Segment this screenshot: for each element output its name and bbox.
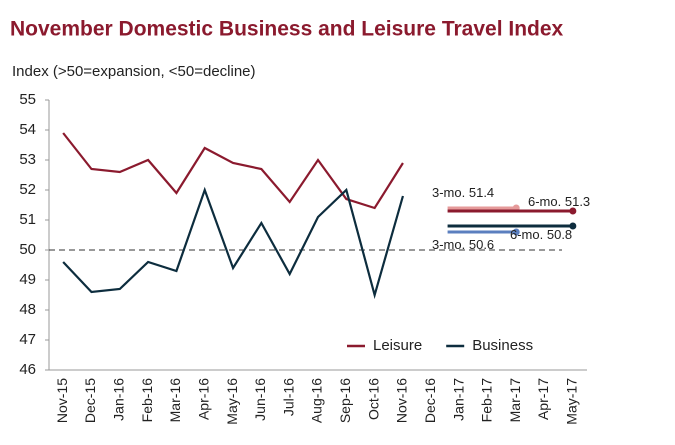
forecast-label: 6-mo. 51.3 xyxy=(528,194,590,209)
y-axis-label: Index (>50=expansion, <50=decline) xyxy=(12,63,256,80)
forecast-label: 3-mo. 50.6 xyxy=(432,237,494,252)
y-tick-label: 50 xyxy=(19,241,36,258)
y-tick-label: 48 xyxy=(19,301,36,318)
y-tick-label: 54 xyxy=(19,121,36,138)
forecast-dot xyxy=(569,222,577,230)
x-tick-label: Jun-16 xyxy=(252,378,268,421)
x-tick-label: Sep-16 xyxy=(337,378,353,423)
y-tick-label: 47 xyxy=(19,331,36,348)
x-tick-label: May-17 xyxy=(564,378,580,425)
x-tick-label: Feb-16 xyxy=(139,378,155,423)
forecast-label: 6-mo. 50.8 xyxy=(510,227,572,242)
series-line xyxy=(62,186,405,300)
forecast-label-value: 50.6 xyxy=(469,237,494,252)
forecast-label-name: 3-mo. xyxy=(432,185,465,200)
x-tick-label: Apr-17 xyxy=(535,378,551,420)
x-tick-label: Dec-16 xyxy=(422,378,438,423)
y-tick-label: 46 xyxy=(19,361,36,378)
x-tick-label: Aug-16 xyxy=(309,378,325,423)
forecast-label-value: 51.4 xyxy=(469,185,494,200)
legend-label: Business xyxy=(472,337,533,354)
x-tick-label: Jul-16 xyxy=(280,378,296,416)
chart-title: November Domestic Business and Leisure T… xyxy=(10,18,564,41)
x-tick-label: Dec-15 xyxy=(82,378,98,423)
forecast-label-value: 51.3 xyxy=(565,194,590,209)
x-tick-label: Jan-16 xyxy=(110,378,126,421)
y-tick-label: 51 xyxy=(19,211,36,228)
x-tick-label: May-16 xyxy=(224,378,240,425)
forecast-label: 3-mo. 51.4 xyxy=(432,185,494,200)
x-tick-label: Feb-17 xyxy=(479,378,495,423)
y-tick-label: 49 xyxy=(19,271,36,288)
x-tick-label: Nov-16 xyxy=(394,378,410,423)
y-tick-label: 55 xyxy=(19,91,36,108)
x-tick-label: Mar-16 xyxy=(167,378,183,423)
y-tick-label: 53 xyxy=(19,151,36,168)
forecast-label-name: 6-mo. xyxy=(510,227,543,242)
x-tick-label: Nov-15 xyxy=(54,378,70,423)
x-tick-label: Oct-16 xyxy=(365,378,381,420)
x-tick-label: Mar-17 xyxy=(507,378,523,423)
forecast-label-value: 50.8 xyxy=(547,227,572,242)
forecast-dot xyxy=(569,207,577,215)
x-tick-label: Jan-17 xyxy=(450,378,466,421)
y-tick-label: 52 xyxy=(19,181,36,198)
series-line xyxy=(62,132,404,210)
forecast-label-name: 6-mo. xyxy=(528,194,561,209)
forecast-label-name: 3-mo. xyxy=(432,237,465,252)
legend-label: Leisure xyxy=(373,337,422,354)
x-tick-label: Apr-16 xyxy=(195,378,211,420)
forecast-dot xyxy=(512,228,520,236)
